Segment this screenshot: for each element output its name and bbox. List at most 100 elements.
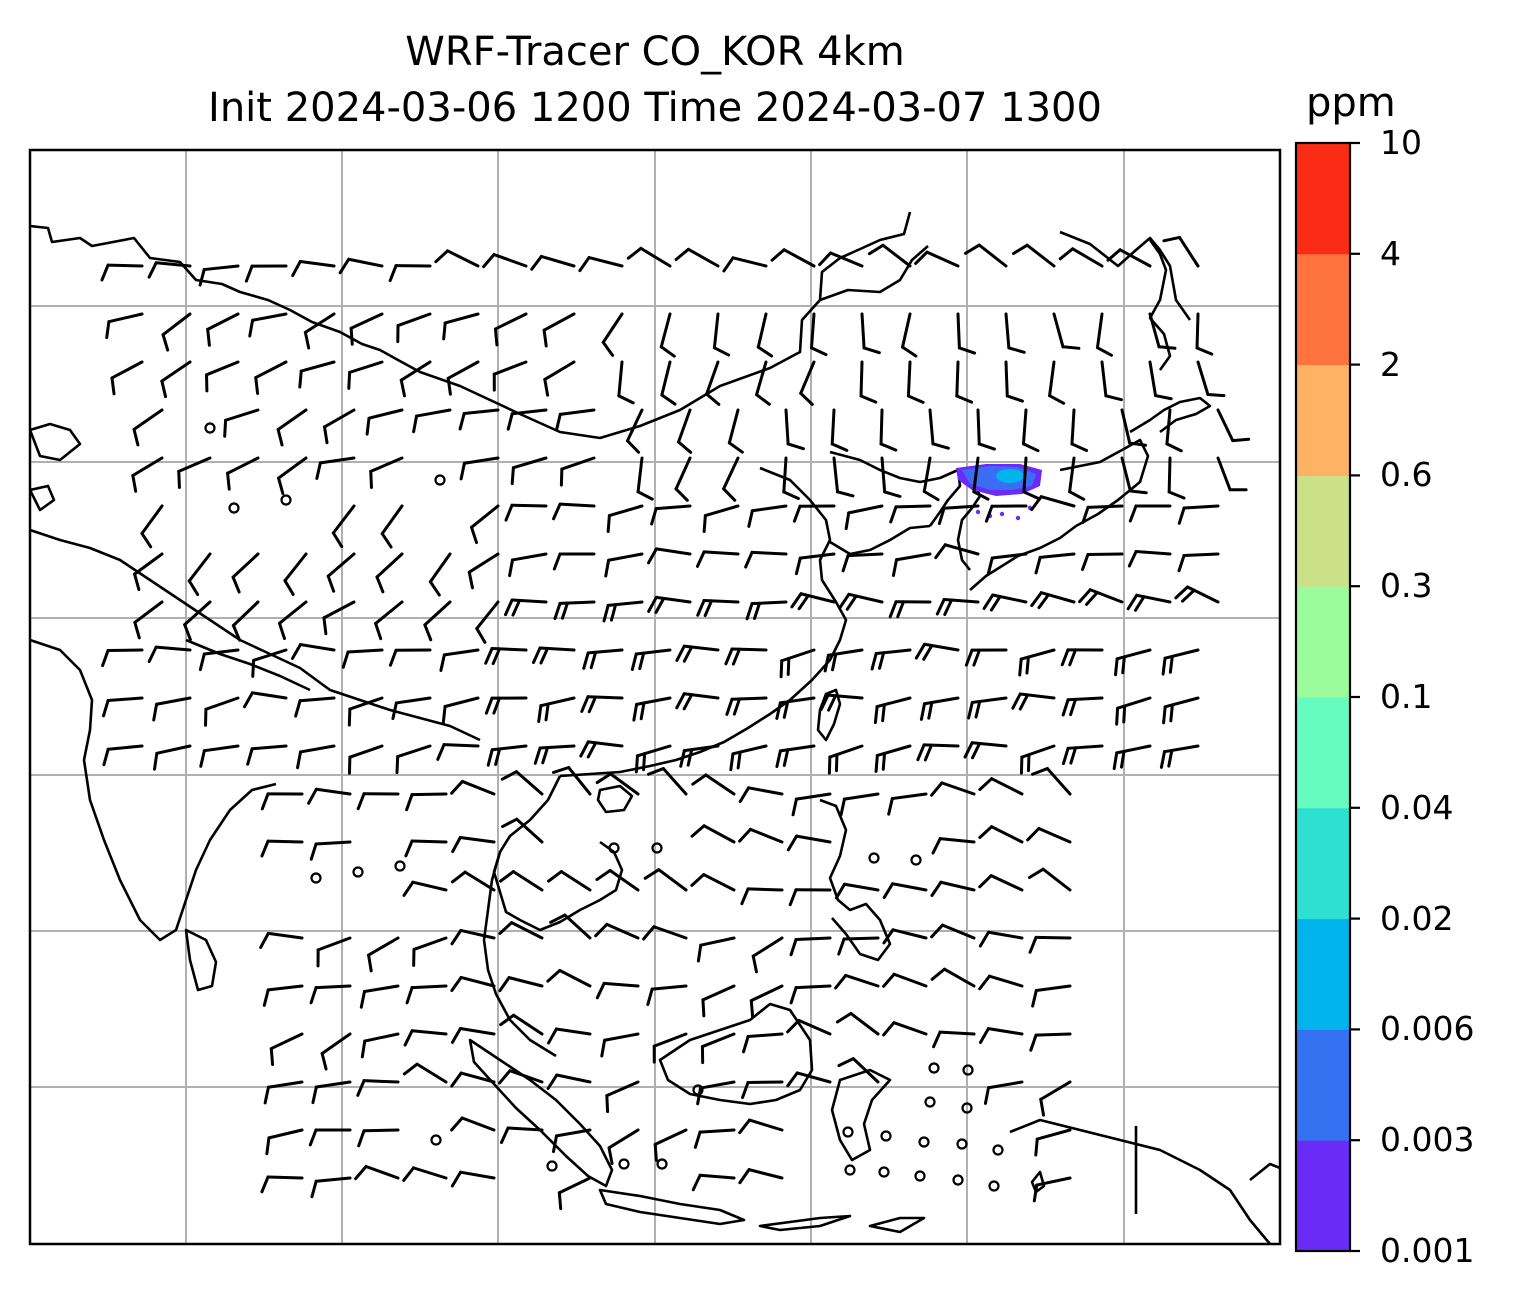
wind-barb xyxy=(1026,826,1072,844)
calm-wind-marker xyxy=(352,866,364,878)
wind-barb xyxy=(1030,495,1076,511)
wind-barb xyxy=(402,1062,448,1084)
wind-barb xyxy=(244,264,288,283)
wind-barb xyxy=(152,744,192,771)
wind-barb xyxy=(198,648,240,672)
wind-barb xyxy=(1027,867,1072,892)
wind-barb xyxy=(647,595,692,614)
wind-barb xyxy=(983,1080,1024,1105)
wind-barb xyxy=(501,817,544,844)
wind-barb xyxy=(199,744,240,768)
wind-barb xyxy=(147,261,192,279)
wind-barb xyxy=(380,504,404,549)
wind-barb xyxy=(542,312,576,348)
wind-barb xyxy=(963,741,1008,760)
coastline-segment xyxy=(30,422,82,462)
wind-barb xyxy=(177,456,212,489)
wind-barb xyxy=(922,456,940,502)
wind-barb xyxy=(498,1069,544,1085)
calm-wind-marker xyxy=(988,1180,1000,1192)
calm-wind-marker xyxy=(608,842,620,854)
wind-barb xyxy=(837,936,880,956)
wind-barb xyxy=(1127,549,1172,568)
wind-barb xyxy=(105,312,144,340)
coastlines xyxy=(30,211,1280,1244)
wind-barb xyxy=(738,1118,784,1135)
colorbar-segment xyxy=(1296,1029,1350,1141)
wind-barb xyxy=(269,1032,304,1067)
wind-barb xyxy=(794,552,836,576)
wind-barb xyxy=(546,1073,592,1090)
wind-barb xyxy=(450,1027,496,1044)
wind-barb xyxy=(867,243,912,268)
coastline-segment xyxy=(492,775,624,932)
wind-barb xyxy=(508,552,548,578)
wind-barb xyxy=(738,786,784,803)
wind-barb xyxy=(882,928,928,945)
wind-barb xyxy=(484,647,528,666)
wind-barb xyxy=(326,552,356,593)
wind-barb xyxy=(978,825,1024,844)
wind-barb xyxy=(549,913,592,940)
wind-barb xyxy=(827,744,864,775)
wind-barb xyxy=(1162,696,1200,725)
wind-barb xyxy=(309,984,352,1005)
wind-barb xyxy=(552,502,596,521)
wind-barb xyxy=(537,696,576,724)
wind-barb xyxy=(347,360,384,390)
colorbar-tick-label: 0.006 xyxy=(1380,1009,1475,1049)
wind-barb xyxy=(367,936,400,973)
wind-barb xyxy=(451,835,496,854)
wind-barb xyxy=(101,648,144,668)
wind-barb xyxy=(1034,552,1076,575)
wind-barb xyxy=(404,839,448,858)
wind-barb xyxy=(486,744,528,767)
wind-barb xyxy=(1095,312,1114,357)
colorbar-tick-label: 10 xyxy=(1380,123,1422,162)
wind-barb xyxy=(916,743,960,762)
wind-barb xyxy=(360,1032,400,1059)
wind-barb xyxy=(742,1032,784,1054)
wind-barb xyxy=(870,648,912,671)
wind-barb xyxy=(1019,744,1056,775)
wind-barb xyxy=(303,312,336,350)
colorbar-segment xyxy=(1296,807,1350,920)
wind-barb xyxy=(1112,744,1152,771)
wind-barb xyxy=(231,552,260,594)
colorbar-segment xyxy=(1296,918,1350,1030)
wind-barb xyxy=(1039,1080,1072,1117)
colorbar-tick-label: 0.02 xyxy=(1380,898,1454,938)
wind-barb xyxy=(396,312,432,344)
coastline-segment xyxy=(482,851,557,1058)
wind-barb xyxy=(322,600,356,636)
wind-barb xyxy=(223,408,260,438)
wind-barb xyxy=(839,792,880,817)
calm-wind-marker xyxy=(962,1064,974,1076)
wind-barb xyxy=(779,648,816,679)
wind-barb xyxy=(810,312,828,357)
wind-barb xyxy=(450,1071,496,1088)
wind-barb xyxy=(310,1176,352,1199)
calm-wind-marker xyxy=(910,854,922,866)
wind-barb xyxy=(552,552,596,571)
wind-barb xyxy=(788,888,832,907)
wind-barb xyxy=(338,257,384,275)
wind-barb xyxy=(1196,360,1226,398)
wind-barb xyxy=(835,1011,880,1036)
wind-barb xyxy=(391,696,432,721)
wind-barb xyxy=(964,648,1008,667)
wind-barb xyxy=(818,251,864,268)
coastline-segment xyxy=(30,484,56,512)
wind-barb xyxy=(578,256,624,273)
wind-barb xyxy=(1216,456,1248,492)
wind-barb xyxy=(744,550,788,569)
wind-barb xyxy=(679,744,720,768)
calm-wind-marker xyxy=(924,1096,936,1108)
wind-barb xyxy=(260,839,304,858)
wind-barb xyxy=(412,936,448,967)
wind-barb xyxy=(729,744,768,772)
wind-barb xyxy=(291,259,336,278)
wind-barb xyxy=(1161,648,1200,676)
wind-barb xyxy=(888,600,932,619)
colorbar-segment xyxy=(1296,1140,1350,1252)
